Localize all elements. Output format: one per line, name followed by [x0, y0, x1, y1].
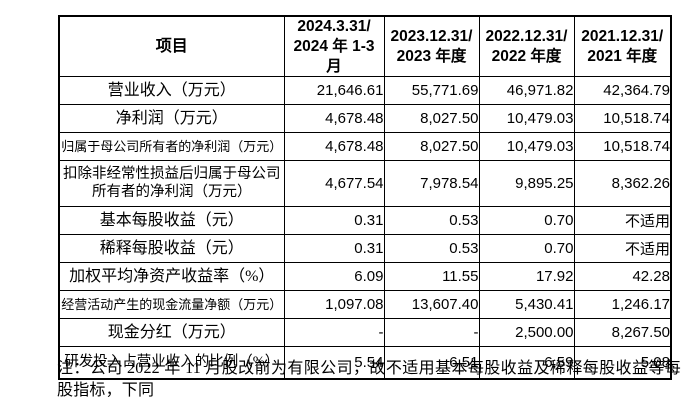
cell-value: 9,895.25	[478, 160, 575, 208]
row-label: 净利润（万元）	[58, 104, 285, 134]
table-row: 经营活动产生的现金流量净额（万元） 1,097.08 13,607.40 5,430.…	[58, 290, 672, 320]
cell-value: 8,027.50	[383, 104, 480, 134]
table-row: 净利润（万元） 4,678.48 8,027.50 10,479.03 10,518.7…	[58, 104, 672, 134]
cell-value: 13,607.40	[383, 290, 480, 320]
financial-summary-table: 项目 2024.3.31/ 2024 年 1-3 月 2023.12.31/ 2…	[58, 15, 672, 381]
cell-value: 17.92	[478, 262, 575, 292]
row-label: 研发投入占营业收入的比例（%）	[58, 346, 285, 380]
cell-value: 10,518.74	[573, 104, 672, 134]
row-label: 加权平均净资产收益率（%）	[58, 262, 285, 292]
row-label: 基本每股收益（元）	[58, 206, 285, 236]
cell-value: 0.53	[383, 206, 480, 236]
cell-value: 5.54	[283, 346, 385, 380]
table-body: 营业收入（万元） 21,646.61 55,771.69 46,971.82 42,36…	[58, 76, 672, 380]
cell-value: 0.31	[283, 206, 385, 236]
cell-value: 46,971.82	[478, 76, 575, 106]
cell-value: 0.70	[478, 234, 575, 264]
cell-value: 4,677.54	[283, 160, 385, 208]
cell-value: 5.08	[573, 346, 672, 380]
cell-value: 6.59	[478, 346, 575, 380]
cell-value: 42,364.79	[573, 76, 672, 106]
cell-value: 11.55	[383, 262, 480, 292]
table-row: 研发投入占营业收入的比例（%） 5.54 6.51 6.59 5.08	[58, 346, 672, 380]
col-header-2021: 2021.12.31/ 2021 年度	[573, 15, 672, 78]
cell-value: 1,246.17	[573, 290, 672, 320]
cell-value: 4,678.48	[283, 104, 385, 134]
cell-value: -	[383, 318, 480, 348]
table-header: 项目 2024.3.31/ 2024 年 1-3 月 2023.12.31/ 2…	[58, 15, 672, 78]
row-label: 归属于母公司所有者的净利润（万元）	[58, 132, 285, 162]
row-label: 营业收入（万元）	[58, 76, 285, 106]
cell-value: 5,430.41	[478, 290, 575, 320]
table-row: 扣除非经常性损益后归属于母公司 所有者的净利润（万元） 4,677.54 7,978…	[58, 160, 672, 208]
row-label: 扣除非经常性损益后归属于母公司 所有者的净利润（万元）	[58, 160, 285, 208]
col-header-item: 项目	[58, 15, 285, 78]
cell-value: 7,978.54	[383, 160, 480, 208]
row-label: 稀释每股收益（元）	[58, 234, 285, 264]
cell-value: 不适用	[573, 234, 672, 264]
row-label: 现金分红（万元）	[58, 318, 285, 348]
table-row: 归属于母公司所有者的净利润（万元） 4,678.48 8,027.50 10,479.…	[58, 132, 672, 162]
table-row: 现金分红（万元） - -2,500.00 8,267.50	[58, 318, 672, 348]
cell-value: 1,097.08	[283, 290, 385, 320]
table-row: 加权平均净资产收益率（%） 6.09 11.55 17.92 42.28	[58, 262, 672, 292]
cell-value: 0.31	[283, 234, 385, 264]
cell-value: 6.09	[283, 262, 385, 292]
header-row: 项目 2024.3.31/ 2024 年 1-3 月 2023.12.31/ 2…	[58, 15, 672, 78]
cell-value: 8,267.50	[573, 318, 672, 348]
row-label: 经营活动产生的现金流量净额（万元）	[58, 290, 285, 320]
cell-value: 21,646.61	[283, 76, 385, 106]
cell-value: 4,678.48	[283, 132, 385, 162]
cell-value: 55,771.69	[383, 76, 480, 106]
cell-value: 2,500.00	[478, 318, 575, 348]
cell-value: 8,027.50	[383, 132, 480, 162]
col-header-2022: 2022.12.31/ 2022 年度	[478, 15, 575, 78]
cell-value: 10,479.03	[478, 104, 575, 134]
cell-value: 10,479.03	[478, 132, 575, 162]
cell-value: 不适用	[573, 206, 672, 236]
col-header-2024q1: 2024.3.31/ 2024 年 1-3 月	[283, 15, 385, 78]
table-row: 稀释每股收益（元） 0.31 0.53 0.70 不适用	[58, 234, 672, 264]
table-row: 基本每股收益（元） 0.31 0.53 0.70 不适用	[58, 206, 672, 236]
table-row: 营业收入（万元） 21,646.61 55,771.69 46,971.82 42,36…	[58, 76, 672, 106]
cell-value: 0.70	[478, 206, 575, 236]
cell-value: 42.28	[573, 262, 672, 292]
cell-value: 8,362.26	[573, 160, 672, 208]
col-header-2023: 2023.12.31/ 2023 年度	[383, 15, 480, 78]
cell-value: 10,518.74	[573, 132, 672, 162]
footnote: 注：公司 2022 年 11 月股改前为有限公司，故不适用基本每股收益及稀释每股…	[57, 360, 681, 400]
cell-value: 0.53	[383, 234, 480, 264]
cell-value: -	[283, 318, 385, 348]
